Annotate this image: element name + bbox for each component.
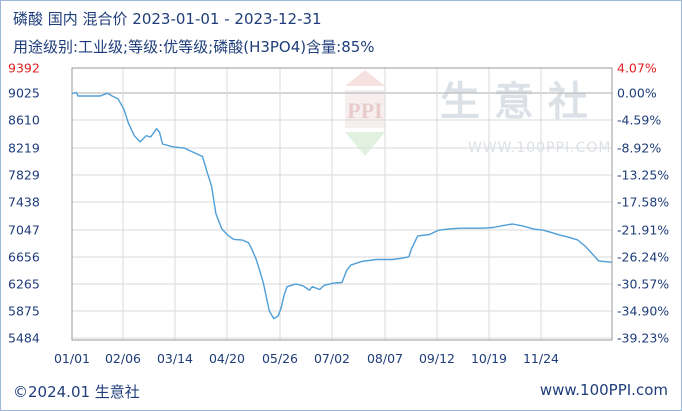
x-tick: 11/24 <box>523 351 559 366</box>
site-url-link[interactable]: www.100PPI.com <box>539 381 668 399</box>
x-tick: 02/06 <box>105 351 141 366</box>
y-axis-left: 9392 9025 8610 8219 7829 7438 7047 6656 6265 5875… <box>8 61 40 346</box>
y-tick-left: 6656 <box>8 250 40 265</box>
plot-area <box>71 67 613 341</box>
x-tick: 04/20 <box>209 351 245 366</box>
y-tick-left: 6265 <box>8 277 40 292</box>
y-tick-left: 7047 <box>8 223 40 238</box>
copyright-text: ©2024.01 生意社 <box>13 383 140 401</box>
y-axis-right: 4.07% 0.00% -4.59% -8.92% -13.25% -17.58% -21.… <box>617 61 669 346</box>
y-tick-left: 5484 <box>8 331 40 346</box>
y-tick-left: 9025 <box>8 86 40 101</box>
x-tick: 07/02 <box>314 351 350 366</box>
x-tick: 10/19 <box>471 351 507 366</box>
y-tick-right: -21.91% <box>617 223 669 238</box>
y-tick-right: 0.00% <box>617 86 657 101</box>
chart-subtitle: 用途级别:工业级;等级:优等级;磷酸(H3PO4)含量:85% <box>13 38 375 56</box>
x-tick: 08/07 <box>367 351 403 366</box>
x-tick: 09/12 <box>419 351 455 366</box>
series <box>71 91 613 320</box>
chart-title: 磷酸 国内 混合价 2023-01-01 - 2023-12-31 <box>13 10 322 28</box>
y-tick-left: 8219 <box>8 141 40 156</box>
y-tick-left: 9392 <box>8 61 40 76</box>
y-tick-left: 7438 <box>8 195 40 210</box>
y-tick-right: -39.23% <box>617 331 669 346</box>
plot-border <box>71 67 613 341</box>
x-tick: 03/14 <box>157 351 193 366</box>
y-tick-left: 7829 <box>8 168 40 183</box>
ppi-logo: PPI <box>345 70 385 156</box>
brand-text: 生 意 社 <box>440 79 588 125</box>
logo-text: PPI <box>347 98 382 123</box>
y-tick-right: 4.07% <box>617 61 657 76</box>
y-tick-right: -4.59% <box>617 113 661 128</box>
y-tick-left: 5875 <box>8 304 40 319</box>
x-tick: 01/01 <box>54 351 90 366</box>
x-tick: 05/26 <box>262 351 298 366</box>
x-axis: 01/01 02/06 03/14 04/20 05/26 07/02 08/07 09/12… <box>54 351 559 366</box>
y-tick-right: -26.24% <box>617 250 669 265</box>
y-tick-right: -8.92% <box>617 141 661 156</box>
y-tick-right: -30.57% <box>617 277 669 292</box>
y-tick-left: 8610 <box>8 113 40 128</box>
series-line <box>71 91 613 320</box>
y-tick-right: -17.58% <box>617 195 669 210</box>
y-tick-right: -13.25% <box>617 168 669 183</box>
y-tick-right: -34.90% <box>617 304 669 319</box>
